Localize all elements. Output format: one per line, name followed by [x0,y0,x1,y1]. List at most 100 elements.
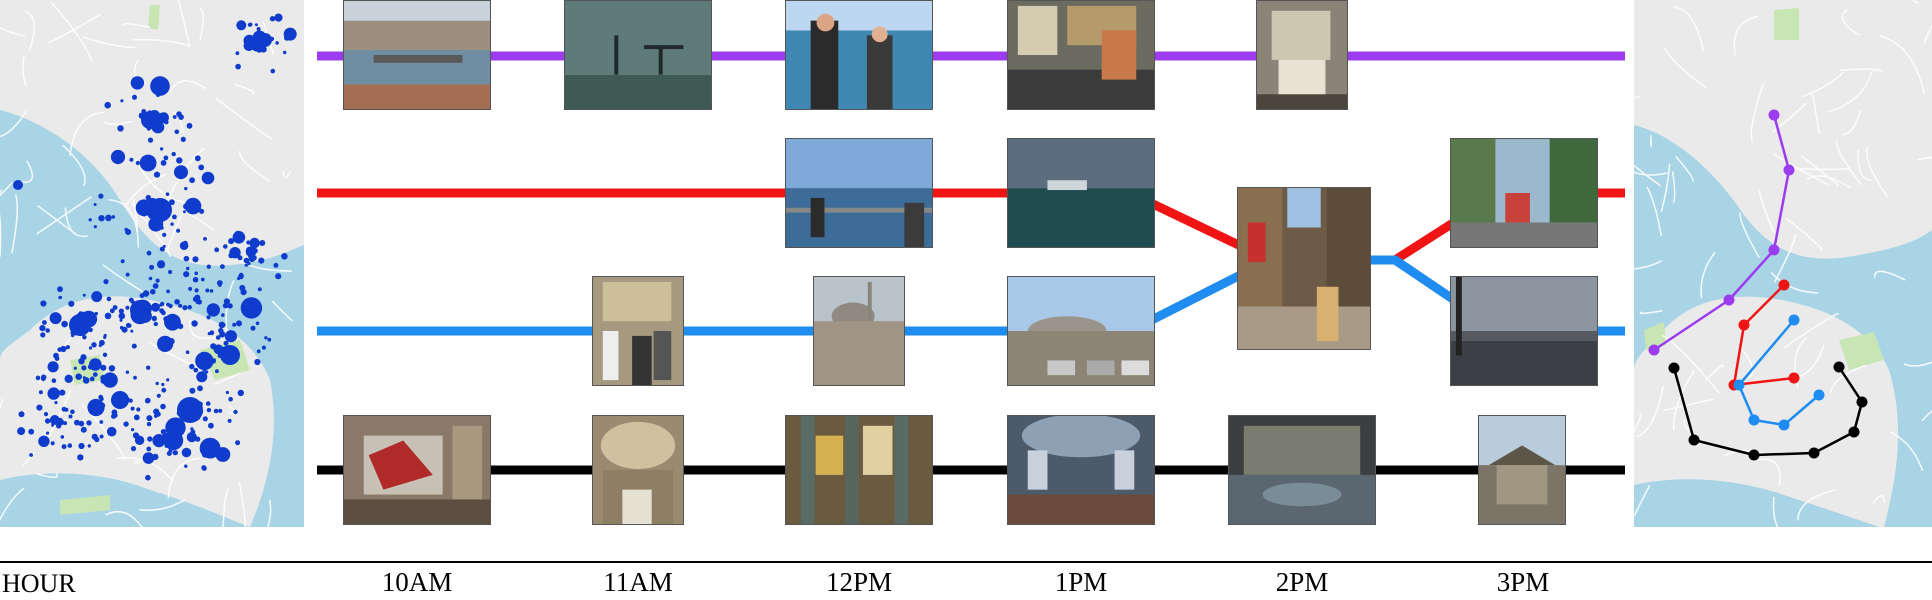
map-street [1672,370,1695,431]
map-dot [145,474,151,481]
map-street [1733,15,1758,56]
route-blue-stop [1788,314,1800,326]
map-dot [192,276,199,283]
hour-label-11am: 11AM [603,567,673,597]
map-street [0,181,13,197]
map-dot [123,421,129,427]
photo-market-stalls [1007,0,1155,110]
map-dot [142,452,155,464]
map-dot [186,122,193,129]
map-dot [207,332,211,336]
map-dot [160,301,165,307]
map-street [1772,496,1779,527]
map-dot [264,336,268,340]
axis-header: HOUR [2,569,76,598]
map-dot [189,177,196,184]
map-dot [41,374,47,380]
map-street [1903,361,1932,367]
map-dot-large [111,391,129,409]
route-black-stop [1856,396,1868,408]
map-street [1866,146,1889,198]
map-dot [35,375,41,381]
track-line-red [317,188,1625,265]
map-dot [60,345,67,353]
map-street [22,55,27,87]
map-street [1812,94,1821,135]
map-dot [51,423,55,427]
map-dot [200,277,205,282]
map-street [1797,489,1836,521]
map-dot [117,125,124,132]
map-street [1773,233,1797,283]
map-dot [182,210,186,214]
map-dot [130,406,135,411]
map-dot [102,372,118,388]
map-street [238,150,271,183]
map-street [282,170,292,179]
hour-label-3pm: 3PM [1496,567,1550,597]
route-black-stop [1688,434,1700,446]
map-dot [138,205,144,212]
map-dot [203,237,207,241]
map-street [1879,34,1926,94]
map-street [18,160,34,183]
map-dot [221,313,225,317]
map-dot [235,51,240,56]
map-dot [87,398,105,417]
map-dot-large [69,314,91,336]
trajectory-map [1634,0,1932,527]
map-dot [145,194,151,201]
map-dot [18,411,25,418]
map-street [1857,149,1872,181]
map-street [212,372,241,385]
map-dot [46,431,50,435]
map-dot [160,403,166,410]
map-street [132,198,140,248]
map-dot [161,382,165,387]
map-dot [75,373,82,381]
map-dot [89,376,95,382]
map-dot [183,255,190,262]
map-dot [87,364,94,370]
map-dot [168,448,173,453]
map-dot [177,323,184,330]
map-dot [223,298,230,305]
map-street [1889,431,1924,472]
map-dot [270,68,276,74]
photo-ferry-water [1007,138,1155,248]
map-dot [61,444,67,450]
map-dot [120,259,125,264]
map-street [1839,68,1884,72]
map-dot [108,365,116,372]
map-dot [191,320,198,327]
map-dot [149,264,155,270]
map-street [233,83,255,95]
map-street [133,38,191,48]
map-dot [195,436,201,442]
photo-dome-arches [592,415,684,525]
map-dot [281,252,288,260]
map-dot [172,450,178,456]
photo-blue-mosque-interior [1007,415,1155,525]
route-purple-stop [1768,244,1780,256]
map-dot [249,237,260,249]
map-dot [82,376,86,380]
map-dot [224,330,237,343]
map-dot [248,22,253,27]
map-street [0,110,27,138]
map-dot [112,412,118,418]
map-street [169,80,207,93]
map-street [1802,71,1845,98]
map-dot [201,465,207,471]
map-street [1634,412,1642,433]
photo-city-bridge [343,0,491,110]
map-dot [67,443,73,448]
map-street [1829,364,1867,393]
map-dot [82,335,87,340]
map-street [36,196,92,235]
map-dot [146,421,152,427]
map-dot [220,264,225,269]
map-dot [56,423,62,429]
map-dot [151,315,157,322]
map-dot [131,343,137,349]
